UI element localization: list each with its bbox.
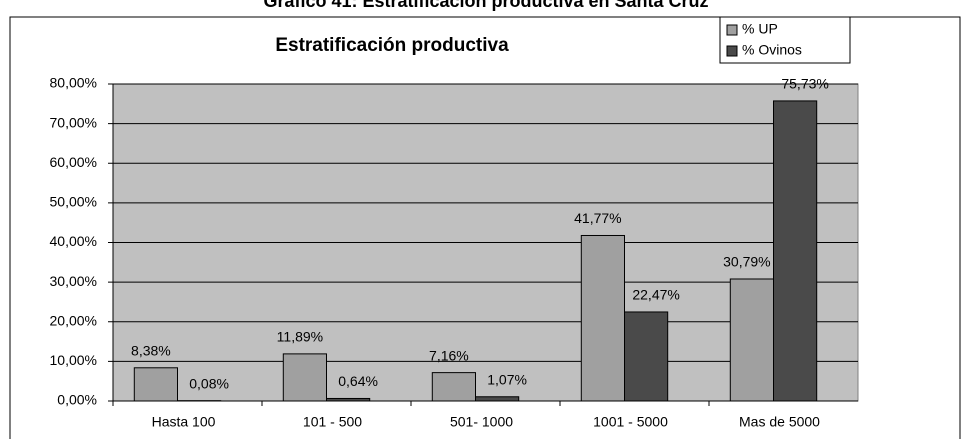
x-tick-label: 101 - 500 [303, 414, 362, 430]
y-tick-label: 20,00% [50, 312, 97, 328]
y-tick-label: 40,00% [50, 233, 97, 249]
data-label: 0,08% [189, 375, 229, 391]
legend-swatch [726, 24, 738, 36]
legend-label: % UP [742, 21, 778, 37]
data-label: 41,77% [574, 210, 621, 226]
legend-label: % Ovinos [742, 42, 802, 58]
x-tick-label: 501- 1000 [450, 414, 513, 430]
data-label: 22,47% [632, 287, 679, 303]
bar [475, 396, 520, 402]
data-label: 8,38% [131, 342, 171, 358]
y-tick-label: 60,00% [50, 154, 97, 170]
bar [431, 372, 477, 402]
figure-caption: Gráfico 41: Estratificación productiva e… [263, 0, 708, 11]
y-tick-label: 80,00% [50, 75, 97, 91]
legend-box [719, 16, 851, 64]
x-tick-label: Hasta 100 [152, 414, 216, 430]
bar [133, 367, 178, 402]
y-tick-label: 70,00% [50, 114, 97, 130]
bar [729, 278, 774, 402]
legend-swatch [726, 45, 738, 57]
x-tick-label: Mas de 5000 [739, 414, 820, 430]
data-label: 75,73% [781, 76, 828, 92]
bar [624, 311, 669, 402]
data-label: 0,64% [338, 373, 378, 389]
bar [326, 397, 371, 402]
bar [773, 100, 818, 402]
y-tick-label: 0,00% [57, 392, 97, 408]
data-label: 7,16% [429, 347, 469, 363]
x-tick-label: 1001 - 5000 [593, 414, 668, 430]
data-label: 11,89% [277, 329, 323, 345]
bar [580, 234, 625, 402]
y-tick-label: 50,00% [50, 194, 97, 210]
bar [282, 353, 328, 402]
y-tick-label: 10,00% [50, 352, 97, 368]
chart-title: Estratificación productiva [275, 35, 509, 56]
data-label: 1,07% [487, 371, 527, 387]
y-tick-label: 30,00% [50, 273, 97, 289]
data-label: 30,79% [723, 254, 770, 270]
